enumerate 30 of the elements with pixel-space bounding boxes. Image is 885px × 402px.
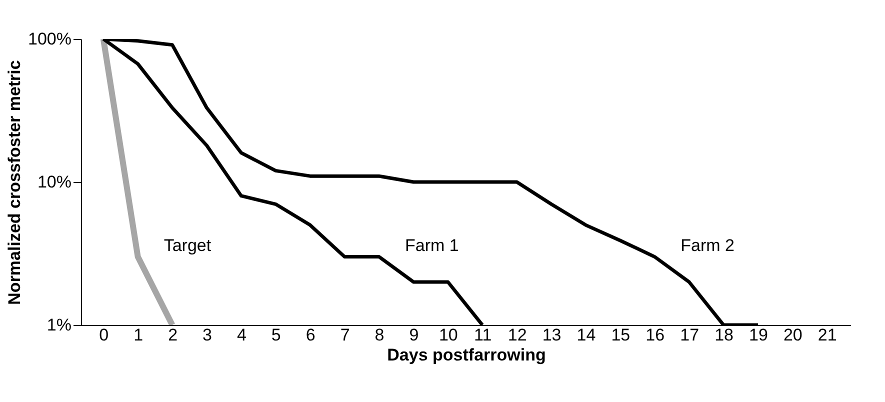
x-tick-label: 3 xyxy=(202,326,212,344)
x-tick-label: 20 xyxy=(783,326,802,344)
series-label: Farm 1 xyxy=(405,236,459,255)
x-tick-label: 11 xyxy=(474,326,492,344)
x-tick-label: 18 xyxy=(714,326,734,344)
x-axis-title: Days postfarrowing xyxy=(387,346,546,364)
x-tick-label: 12 xyxy=(508,326,527,344)
x-tick-label: 1 xyxy=(134,326,144,344)
x-tick-label: 6 xyxy=(306,326,316,344)
x-tick-label: 19 xyxy=(749,326,768,344)
x-tick-label: 5 xyxy=(271,326,281,344)
x-tick-label: 7 xyxy=(340,326,350,344)
series-label: Farm 2 xyxy=(680,236,734,255)
x-tick-label: 14 xyxy=(576,326,596,344)
x-tick-label: 13 xyxy=(542,326,562,344)
x-tick-label: 0 xyxy=(99,326,109,344)
x-tick-label: 10 xyxy=(438,326,458,344)
x-tick-label: 16 xyxy=(646,326,665,344)
y-tick-label: 100% xyxy=(28,30,72,48)
x-tick-label: 9 xyxy=(409,326,419,344)
y-axis-title: Normalized crossfoster metric xyxy=(5,60,24,305)
x-tick-label: 4 xyxy=(236,326,246,344)
x-tick-label: 21 xyxy=(818,326,837,344)
y-tick-label: 10% xyxy=(37,172,72,192)
x-tick-label: 8 xyxy=(374,326,384,344)
x-tick-label: 15 xyxy=(611,326,630,344)
y-tick-label: 1% xyxy=(46,316,72,334)
x-tick-label: 17 xyxy=(680,326,700,344)
series-label: Target xyxy=(164,236,212,255)
x-tick-label: 2 xyxy=(168,326,178,344)
